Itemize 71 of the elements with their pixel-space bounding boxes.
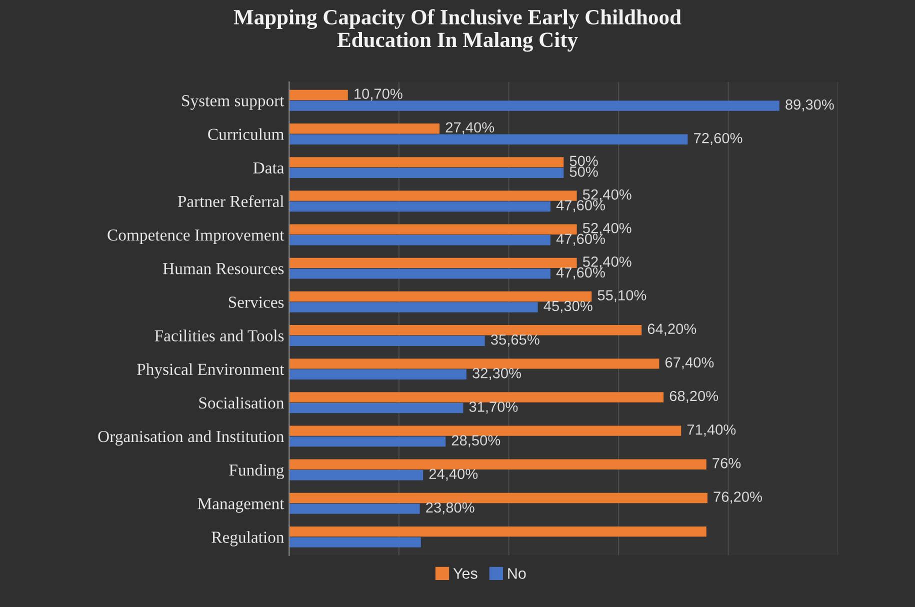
bar bbox=[289, 234, 550, 246]
y-tick-label: Socialisation bbox=[199, 396, 284, 409]
y-tick-label: System support bbox=[182, 95, 284, 110]
y-tick-label: Competence Improvement bbox=[108, 229, 284, 244]
data-label: 10,70% bbox=[354, 88, 402, 101]
y-tick-label: Management bbox=[198, 498, 284, 513]
bar bbox=[289, 392, 664, 402]
data-label: 50% bbox=[570, 156, 598, 166]
y-tick-label: Funding bbox=[229, 464, 284, 480]
bar bbox=[289, 190, 577, 201]
bar bbox=[289, 358, 660, 369]
data-label: 32,30% bbox=[472, 368, 521, 380]
data-label: 47,60% bbox=[556, 267, 605, 280]
legend-label: No bbox=[508, 568, 526, 579]
bar bbox=[289, 134, 688, 144]
data-label: 71,40% bbox=[687, 424, 736, 436]
bar bbox=[289, 90, 348, 100]
data-label: 76,20% bbox=[714, 492, 762, 504]
bar bbox=[289, 336, 485, 346]
bar bbox=[289, 504, 420, 514]
bar bbox=[289, 470, 424, 480]
bar bbox=[289, 402, 464, 414]
y-tick-label: Services bbox=[228, 296, 284, 308]
data-label: 31,70% bbox=[469, 402, 518, 414]
bar bbox=[289, 258, 577, 268]
bar bbox=[289, 324, 642, 336]
bar bbox=[289, 492, 708, 504]
y-tick-label: Human Resources bbox=[163, 263, 284, 274]
bar bbox=[289, 168, 564, 178]
data-label: 35,65% bbox=[490, 334, 540, 346]
y-tick-label: Partner Referral bbox=[178, 195, 284, 208]
bar bbox=[289, 224, 577, 234]
data-label: 52,40% bbox=[582, 222, 632, 235]
data-label: 47,60% bbox=[556, 234, 605, 246]
bar bbox=[289, 124, 440, 134]
y-tick-label: Organisation and Institution bbox=[98, 430, 284, 446]
bar bbox=[289, 268, 550, 279]
y-tick-label: Data bbox=[253, 162, 284, 174]
bar bbox=[289, 302, 538, 312]
data-label: 28,50% bbox=[452, 435, 500, 448]
y-tick-label: Facilities and Tools bbox=[154, 330, 284, 342]
bar bbox=[289, 201, 550, 212]
data-label: 55,10% bbox=[598, 290, 646, 302]
data-label: 50% bbox=[570, 166, 598, 177]
bar bbox=[289, 537, 421, 548]
legend-label: Yes bbox=[453, 568, 478, 579]
data-label: 52,40% bbox=[582, 189, 632, 202]
data-label: 52,40% bbox=[582, 256, 632, 269]
bar bbox=[289, 369, 466, 380]
bar bbox=[289, 526, 706, 537]
bar bbox=[289, 100, 780, 111]
bar bbox=[289, 426, 682, 436]
data-label: 47,60% bbox=[556, 200, 605, 212]
data-label: 64,20% bbox=[648, 324, 696, 336]
y-tick-label: Curriculum bbox=[208, 128, 284, 140]
data-label: 72,60% bbox=[694, 132, 742, 145]
data-label: 76% bbox=[712, 458, 741, 468]
bar bbox=[289, 291, 592, 302]
y-tick-label: Regulation bbox=[212, 531, 284, 546]
data-label: 23,80% bbox=[426, 502, 474, 514]
data-label: 45,30% bbox=[544, 300, 592, 313]
data-label: 67,40% bbox=[665, 357, 714, 370]
data-label: 27,40% bbox=[446, 122, 494, 134]
bar bbox=[289, 157, 564, 168]
bar bbox=[289, 459, 706, 470]
bar bbox=[289, 436, 446, 447]
y-tick-label: Physical Environment bbox=[137, 363, 284, 378]
chart-title: Mapping Capacity Of Inclusive Early Childhood Education In Malang City bbox=[234, 9, 682, 52]
data-label: 89,30% bbox=[786, 99, 834, 112]
data-label: 68,20% bbox=[670, 390, 718, 403]
data-label: 24,40% bbox=[429, 468, 478, 481]
